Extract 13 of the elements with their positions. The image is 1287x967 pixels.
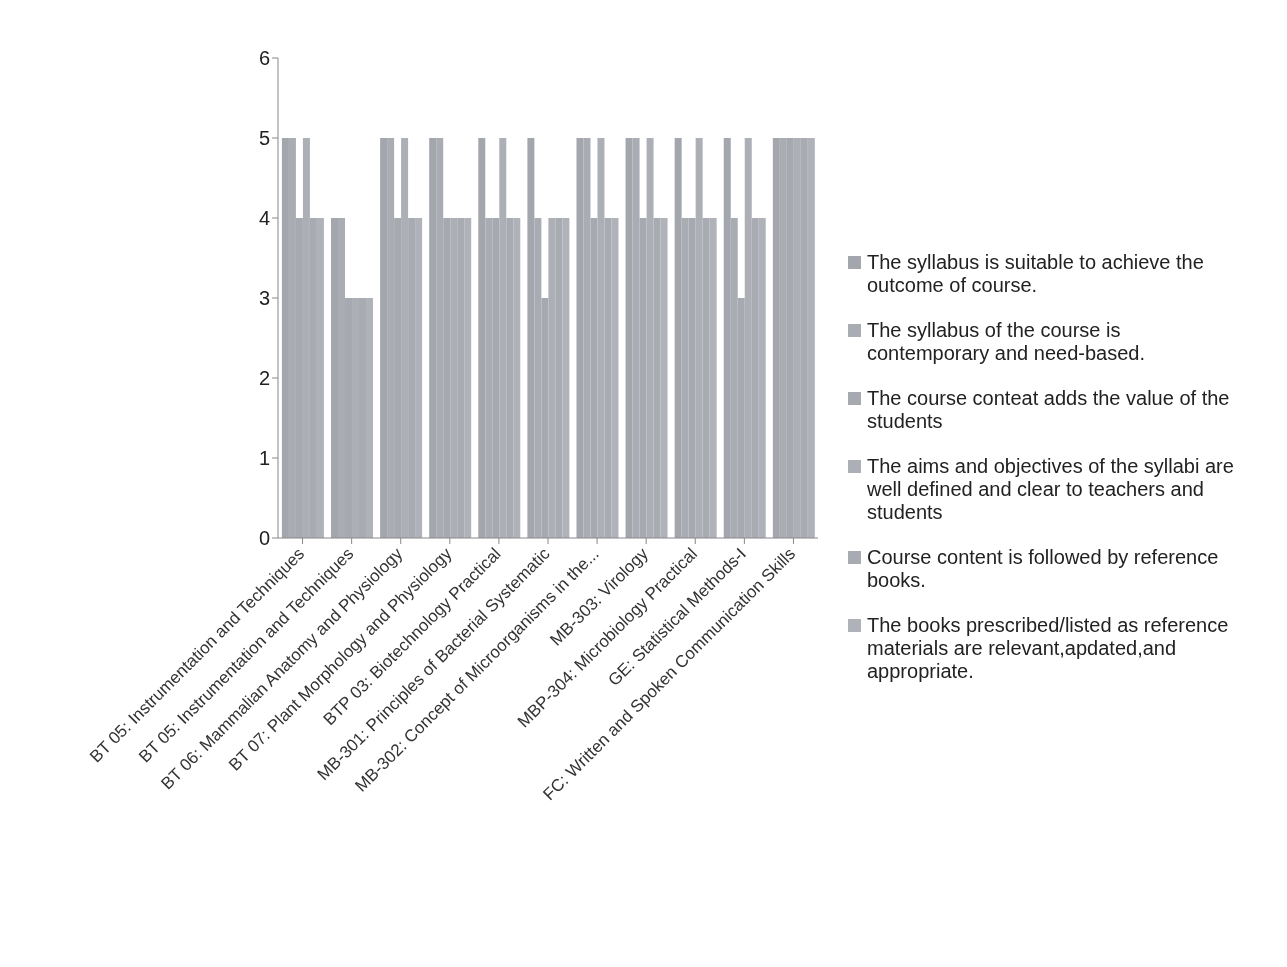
legend-label: The syllabus of the course is contemporary and need-based.: [867, 319, 1146, 365]
y-tick-label: 1: [258, 447, 270, 470]
y-tick-label: 5: [258, 127, 270, 150]
legend-label: The course conteat adds the value of the students: [867, 387, 1231, 433]
legend-label: Course content is followed by reference books.: [867, 546, 1220, 592]
y-tick-label: 2: [258, 367, 270, 390]
y-tick-label: 3: [258, 287, 270, 310]
y-tick-label: 4: [258, 207, 270, 230]
y-tick-label: 6: [258, 47, 270, 70]
legend-label: The syllabus is suitable to achieve the outcome of course.: [867, 251, 1205, 297]
legend-label: The aims and objectives of the syllabi are well defined and clear to teachers and students: [867, 455, 1235, 524]
legend-label: The books prescribed/listed as reference materials are relevant,apdated,and appropriate.: [867, 614, 1230, 683]
y-tick-label: 0: [258, 527, 270, 550]
